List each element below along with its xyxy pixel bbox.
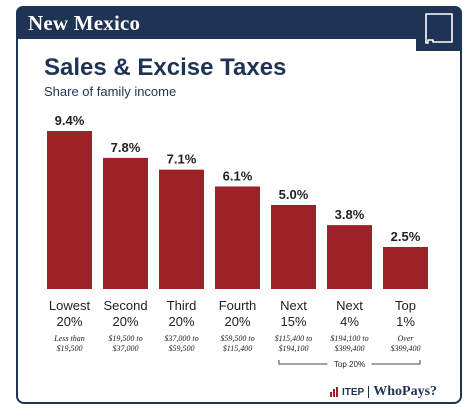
bar <box>47 131 92 289</box>
category-label: 4% <box>340 314 359 329</box>
state-name: New Mexico <box>28 11 141 35</box>
category-label: Third <box>167 298 197 313</box>
category-label: Second <box>103 298 147 313</box>
income-range-label: $399,400 <box>391 344 421 353</box>
chart-title: Sales & Excise Taxes <box>44 54 287 81</box>
category-label: Lowest <box>49 298 91 313</box>
logo-divider <box>368 386 370 398</box>
bar-value-label: 2.5% <box>391 229 421 244</box>
category-label: 20% <box>112 314 138 329</box>
state-banner <box>16 6 416 39</box>
category-label: 15% <box>280 314 306 329</box>
income-range-label: $37,000 <box>113 344 139 353</box>
income-range-label: $194,100 to <box>330 334 368 343</box>
income-range-label: Over <box>398 334 415 343</box>
whopays-wordmark: WhoPays? <box>373 384 438 399</box>
category-label: Top <box>395 298 416 313</box>
income-range-label: Less than <box>53 334 84 343</box>
bar-value-label: 7.1% <box>167 152 197 167</box>
itep-bars-icon <box>330 387 338 397</box>
income-range-label: $19,500 <box>57 344 83 353</box>
bar-value-label: 6.1% <box>223 168 253 183</box>
category-label: Next <box>280 298 307 313</box>
bar-value-label: 7.8% <box>111 140 141 155</box>
category-label: 20% <box>56 314 82 329</box>
income-range-label: $115,400 <box>223 344 252 353</box>
income-range-label: $59,500 to <box>220 334 254 343</box>
bar-value-label: 5.0% <box>279 187 309 202</box>
top20-bracket-label: Top 20% <box>334 360 365 369</box>
bar-value-label: 9.4% <box>55 113 85 128</box>
income-range-label: $194,100 <box>279 344 309 353</box>
bar <box>383 246 428 289</box>
bar <box>271 204 316 289</box>
income-range-label: $59,500 <box>169 344 195 353</box>
category-label: 20% <box>224 314 250 329</box>
bar <box>103 157 148 289</box>
income-range-label: $19,500 to <box>108 334 142 343</box>
income-range-label: $399,400 <box>335 344 365 353</box>
category-label: 20% <box>168 314 194 329</box>
category-label: 1% <box>396 314 415 329</box>
new-mexico-outline-icon <box>416 6 462 51</box>
income-range-label: $37,000 to <box>164 334 198 343</box>
bar <box>159 169 204 289</box>
category-label: Next <box>336 298 363 313</box>
chart-subtitle: Share of family income <box>44 84 177 99</box>
bar <box>215 186 260 289</box>
itep-wordmark: ITEP <box>342 386 365 398</box>
top20-bracket-left <box>278 360 328 365</box>
income-range-label: $115,400 to <box>275 334 313 343</box>
category-label: Fourth <box>219 298 257 313</box>
bar-value-label: 3.8% <box>335 207 365 222</box>
top20-bracket-right <box>371 360 421 365</box>
bar <box>327 225 372 289</box>
itep-whopays-logo: ITEP WhoPays? <box>330 384 437 400</box>
